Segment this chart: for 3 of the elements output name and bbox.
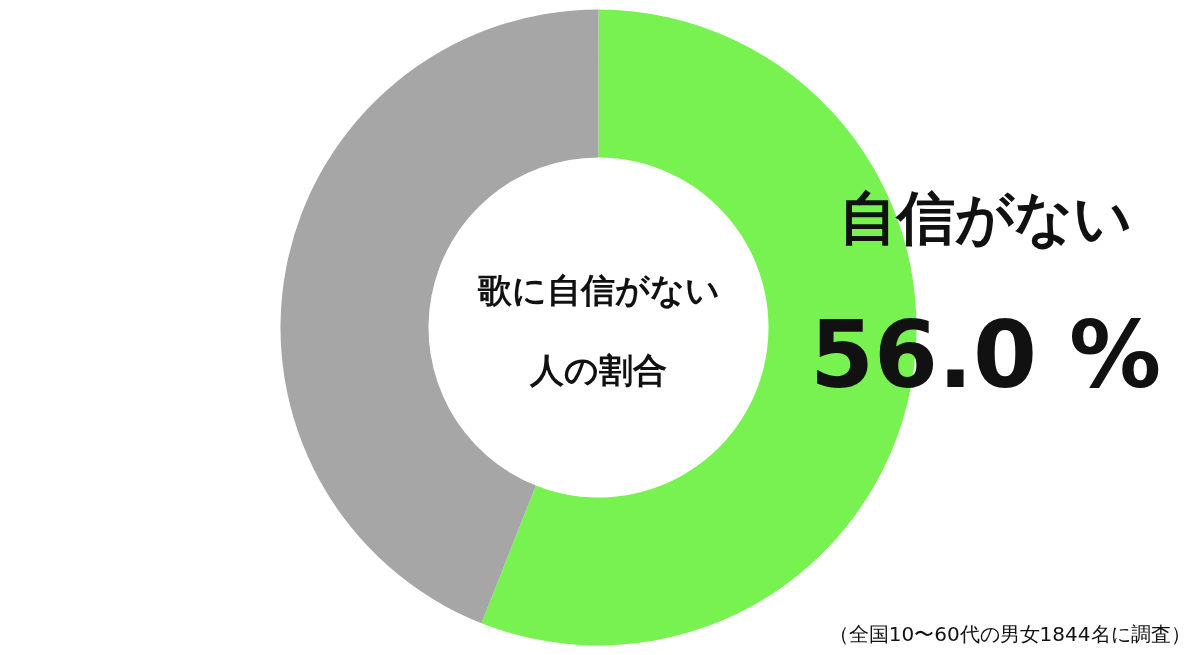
slice-label: 自信がない (839, 183, 1132, 252)
text: 歌に自信がない人の割合 (476, 269, 720, 390)
text: （全国10〜60代の男女1844名に調査） (828, 621, 1191, 646)
